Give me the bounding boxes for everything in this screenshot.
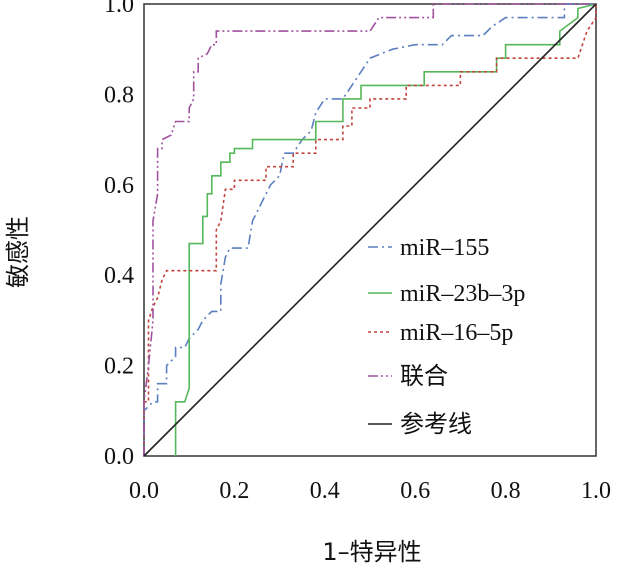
- plot-frame: [143, 3, 597, 457]
- y-tick-label: 0.4: [104, 263, 134, 289]
- x-tick-label: 0.6: [400, 478, 430, 504]
- legend: miR–155 miR–23b–3p miR–16–5p 联合 参考线: [368, 235, 525, 438]
- legend-label: miR–155: [400, 235, 489, 261]
- legend-item: 参考线: [368, 411, 472, 438]
- x-tick-label: 1.0: [581, 478, 611, 504]
- y-tick-label: 0.0: [104, 444, 134, 470]
- y-tick-label: 1.0: [104, 0, 134, 18]
- y-tick-label: 0.6: [104, 173, 134, 199]
- series-line-combined: [143, 3, 596, 456]
- x-axis-title: 1–特异性: [322, 538, 421, 566]
- series-layer: [143, 3, 597, 457]
- legend-item: miR–155: [368, 235, 489, 261]
- legend-item: miR–16–5p: [368, 320, 513, 346]
- x-tick-labels: 0.0 0.2 0.4 0.6 0.8 1.0: [129, 478, 611, 504]
- series-line-reference: [143, 3, 597, 457]
- legend-label: miR–23b–3p: [400, 281, 525, 307]
- x-tick-label: 0.4: [310, 478, 340, 504]
- series-line-mir23b3p: [174, 3, 597, 456]
- x-tick-label: 0.0: [129, 478, 159, 504]
- legend-label: miR–16–5p: [400, 320, 513, 346]
- legend-item: 联合: [368, 363, 448, 390]
- y-tick-label: 0.8: [104, 82, 134, 108]
- series-line-mir155: [143, 3, 596, 456]
- legend-label: 联合: [400, 363, 448, 390]
- x-tick-label: 0.2: [219, 478, 249, 504]
- y-tick-label: 0.2: [104, 354, 134, 380]
- y-tick-labels: 0.0 0.2 0.4 0.6 0.8 1.0: [104, 0, 134, 470]
- series-line-mir165p: [143, 4, 597, 456]
- y-axis-title: 敏感性: [4, 216, 32, 288]
- x-tick-label: 0.8: [491, 478, 521, 504]
- legend-item: miR–23b–3p: [368, 281, 525, 307]
- legend-label: 参考线: [400, 411, 472, 438]
